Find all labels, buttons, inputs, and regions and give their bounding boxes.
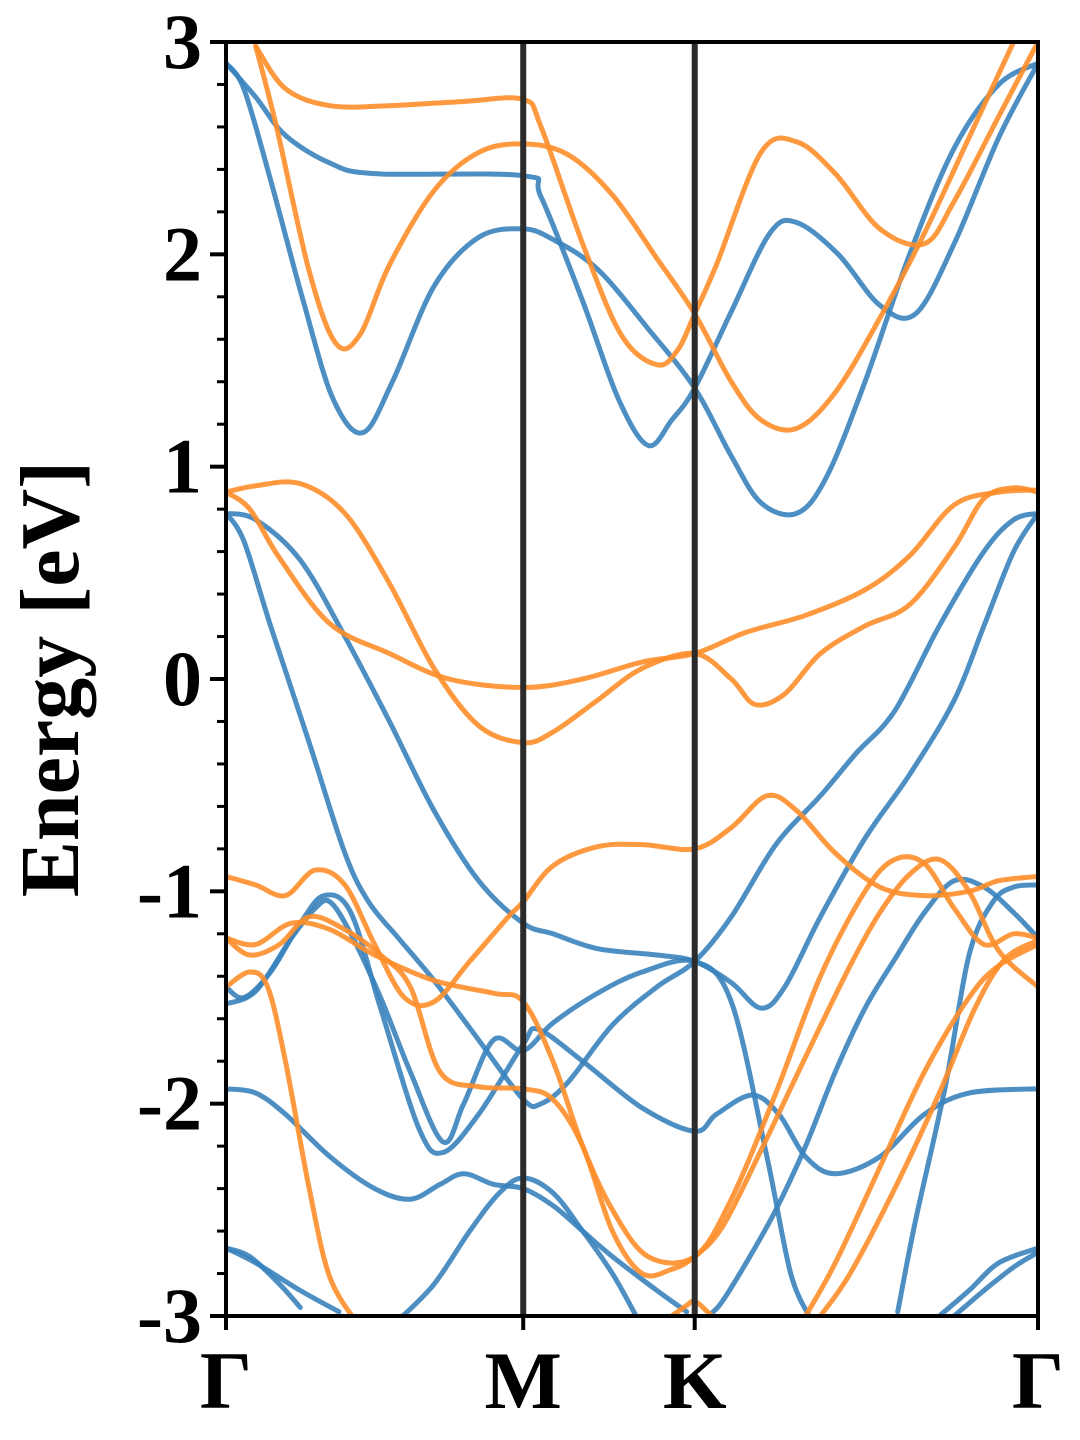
y-tick-labels: 3 2 1 0 -1 -2 -3 (137, 0, 202, 1359)
orange-band-line (817, 937, 1038, 1316)
orange-band-line (226, 969, 356, 1316)
blue-band-line (226, 897, 813, 1316)
blue-band-line (226, 1245, 303, 1311)
orange-band-line (226, 479, 1038, 746)
y-tick-label: -3 (137, 1272, 202, 1359)
blue-band-line (226, 510, 1038, 1011)
blue-band-line (895, 882, 1038, 1315)
blue-band-line (226, 60, 1038, 518)
orange-band-line (226, 487, 1038, 690)
kpoint-label: Γ (1012, 1335, 1064, 1426)
kpoint-label: M (485, 1335, 562, 1426)
y-axis-label: Energy [eV] (4, 461, 97, 897)
y-tick-label: 1 (163, 423, 202, 510)
orange-band-line (253, 42, 1038, 368)
blue-band-line (951, 1249, 1038, 1316)
orange-band-line (253, 42, 1017, 433)
orange-band-line (226, 856, 1038, 1279)
y-tick-label: 3 (163, 0, 202, 85)
high-symmetry-lines (520, 42, 698, 1316)
y-ticks (210, 40, 1040, 1330)
y-tick-label: 2 (163, 210, 202, 297)
blue-band-line (226, 510, 1038, 1110)
orange-band-line (226, 854, 1038, 1266)
blue-band-line (936, 1245, 1038, 1316)
blue-band-line (226, 1245, 342, 1315)
y-tick-label: 0 (163, 635, 202, 722)
band-lines (226, 42, 1038, 1316)
orange-band-line (226, 792, 1038, 1009)
kpoint-label: Γ (200, 1335, 252, 1426)
y-tick-label: -2 (137, 1060, 202, 1147)
kpoint-label: K (663, 1335, 727, 1426)
y-tick-label: -1 (137, 847, 202, 934)
blue-band-line (226, 60, 1038, 449)
